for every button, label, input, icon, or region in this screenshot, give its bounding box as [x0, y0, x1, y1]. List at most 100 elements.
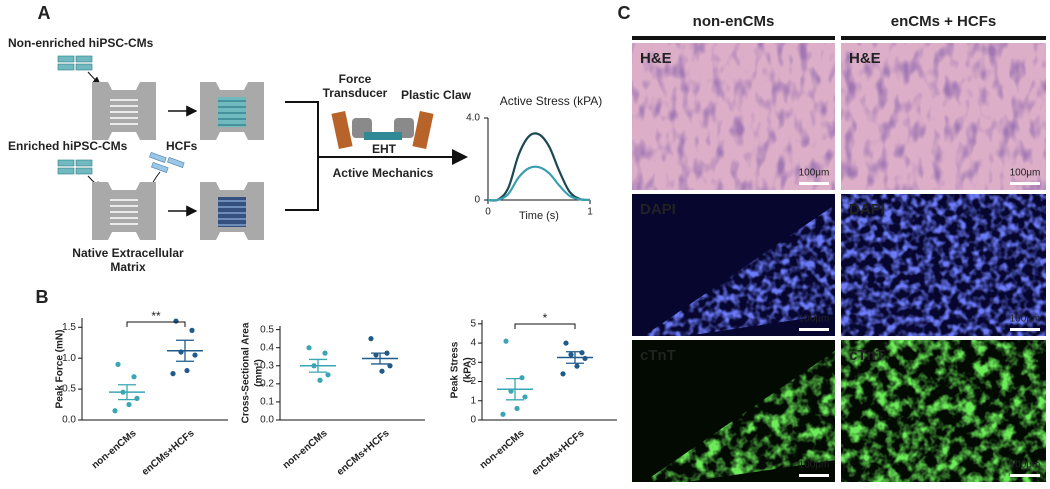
dot	[115, 361, 121, 367]
significance: **	[151, 309, 161, 323]
y-tick-label: 0.5	[260, 324, 274, 335]
scale-bar-label: 100μm	[1010, 314, 1041, 325]
error-bar	[176, 339, 194, 362]
y-tick-label: 0.2	[260, 378, 274, 389]
column-header: non-enCMs	[693, 13, 775, 30]
scale-bar	[799, 182, 829, 185]
y-axis-label: (mm²)	[254, 359, 265, 387]
scale-bar-label: 100μm	[1010, 168, 1041, 179]
schematic	[57, 55, 468, 241]
y-axis-label: Peak Force (mN)	[55, 330, 66, 409]
dot	[184, 367, 190, 374]
dot	[368, 336, 374, 342]
error-bar	[118, 384, 136, 401]
line	[487, 132, 591, 202]
x-tick-label: non-enCMs	[90, 428, 139, 472]
dot	[306, 345, 312, 351]
label: Active Mechanics	[333, 166, 434, 180]
dot	[522, 394, 528, 400]
stain-label: H&E	[640, 50, 672, 67]
dot	[126, 401, 132, 408]
micrograph-texture	[841, 340, 1046, 482]
column-header: enCMs + HCFs	[891, 13, 996, 30]
dot	[514, 405, 520, 412]
y-tick-label: 0.3	[260, 360, 274, 371]
dot	[325, 372, 331, 378]
dot	[170, 371, 176, 377]
error-bar	[309, 358, 327, 373]
label: Transducer	[323, 86, 388, 100]
error-bar	[566, 351, 584, 364]
y-tick-label: 1	[470, 395, 476, 406]
y-tick-label: 5	[470, 318, 476, 329]
dot	[574, 363, 580, 369]
x-tick-label: non-enCMs	[281, 428, 330, 472]
scale-bar-label: 100μm	[1010, 460, 1041, 471]
x-tick-label: enCMs+HCFs	[530, 428, 587, 478]
panel-label: A	[38, 3, 51, 23]
dot	[500, 411, 506, 417]
y-tick-label: 0.1	[260, 397, 274, 408]
micrograph-texture	[841, 43, 1046, 190]
dot	[131, 374, 137, 380]
y-tick-label: 0	[474, 195, 480, 206]
scale-bar	[799, 474, 829, 477]
y-tick-label: 0.0	[260, 415, 274, 426]
dot	[563, 340, 569, 346]
x-axis-label: Time (s)	[519, 210, 559, 222]
label: Non-enriched hiPSC-CMs	[8, 36, 154, 50]
dot	[519, 375, 525, 381]
y-tick-label: 4.0	[466, 113, 480, 124]
chart-title: Active Stress (kPA)	[500, 94, 602, 108]
scale-bar-label: 100μm	[799, 314, 830, 325]
line	[487, 165, 591, 202]
dot	[379, 368, 385, 374]
stain-label: cTnT	[849, 347, 885, 364]
label: Enriched hiPSC-CMs	[8, 139, 128, 153]
y-tick-label: 0.0	[62, 415, 76, 426]
significance-bracket	[126, 321, 186, 327]
y-tick-label: 1.0	[62, 353, 76, 364]
label: Plastic Claw	[401, 88, 472, 102]
panel-label: B	[36, 287, 49, 307]
x-tick-label: enCMs+HCFs	[335, 428, 392, 478]
scale-bar-label: 100μm	[799, 460, 830, 471]
y-tick-label: 3	[470, 357, 476, 368]
dot	[189, 327, 195, 333]
label: Force	[339, 72, 372, 86]
scale-bar	[1010, 328, 1040, 331]
dot	[192, 352, 198, 358]
significance: *	[543, 311, 548, 325]
dot	[582, 355, 588, 362]
y-axis-label: Cross-Sectional Area	[241, 322, 252, 423]
scale-bar-label: 100μm	[799, 168, 830, 179]
x-tick-label: non-enCMs	[478, 428, 527, 472]
y-tick-label: 4	[470, 338, 476, 349]
panel-label: C	[618, 3, 631, 23]
y-tick-label: 0.5	[62, 384, 76, 395]
x-tick-label: enCMs+HCFs	[140, 428, 197, 478]
dot	[317, 377, 323, 383]
x-tick-label: 0	[485, 207, 491, 218]
label: Native Extracellular	[72, 246, 184, 260]
header-rule	[841, 36, 1046, 40]
scale-bar	[1010, 182, 1040, 185]
header-rule	[632, 36, 835, 40]
scale-bar	[1010, 474, 1040, 477]
stain-label: DAPI	[849, 201, 885, 218]
y-tick-label: 1.5	[62, 322, 76, 333]
dot	[112, 408, 118, 414]
y-axis-label: Peak Stress	[450, 341, 461, 398]
micrograph-texture	[632, 43, 835, 190]
significance-bracket	[514, 323, 576, 329]
y-tick-label: 0	[470, 415, 476, 426]
y-tick-label: 0.4	[260, 342, 274, 353]
dot	[560, 371, 566, 377]
dot	[579, 350, 585, 356]
label: EHT	[372, 142, 397, 156]
micrograph-texture	[841, 194, 1046, 336]
y-tick-label: 2	[470, 376, 476, 387]
error-bar	[371, 352, 389, 365]
stain-label: DAPI	[640, 201, 676, 218]
